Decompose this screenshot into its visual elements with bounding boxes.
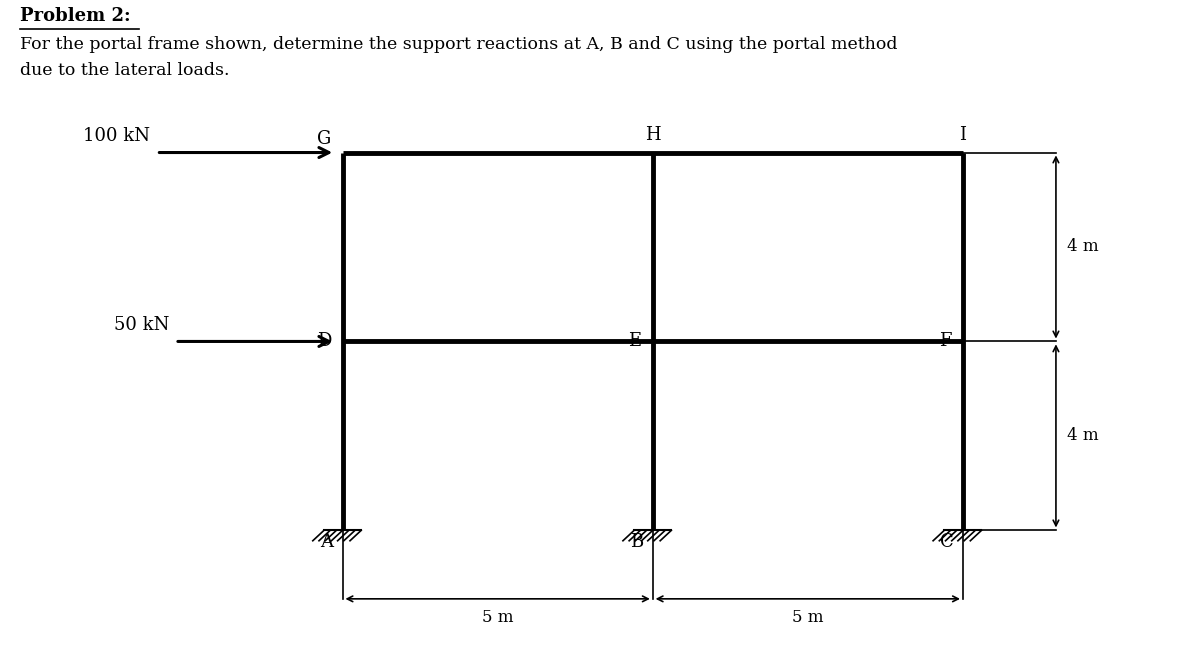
Text: Problem 2:: Problem 2: xyxy=(20,7,131,25)
Text: G: G xyxy=(317,129,331,148)
Text: H: H xyxy=(644,126,660,144)
Text: B: B xyxy=(630,533,643,550)
Text: 5 m: 5 m xyxy=(792,610,823,626)
Text: 4 m: 4 m xyxy=(1067,238,1099,256)
Text: F: F xyxy=(940,333,952,351)
Text: due to the lateral loads.: due to the lateral loads. xyxy=(20,62,229,79)
Text: E: E xyxy=(629,333,642,351)
Text: 100 kN: 100 kN xyxy=(83,127,150,145)
Text: 4 m: 4 m xyxy=(1067,428,1099,444)
Text: I: I xyxy=(959,126,966,144)
Text: 5 m: 5 m xyxy=(482,610,514,626)
Text: D: D xyxy=(317,333,331,351)
Text: C: C xyxy=(940,533,954,550)
Text: A: A xyxy=(320,533,334,550)
Text: 50 kN: 50 kN xyxy=(114,316,169,335)
Text: For the portal frame shown, determine the support reactions at A, B and C using : For the portal frame shown, determine th… xyxy=(20,37,898,53)
